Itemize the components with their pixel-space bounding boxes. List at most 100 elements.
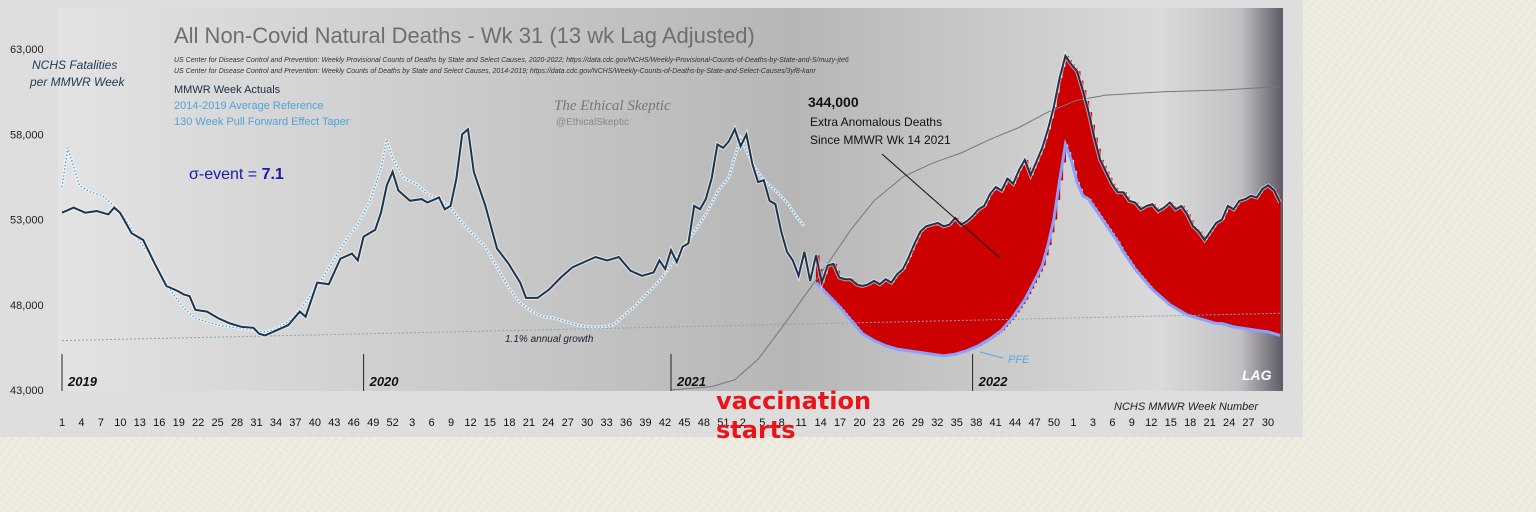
excess-fill-bar — [1126, 196, 1130, 257]
x-tick-label: 42 — [659, 417, 671, 429]
excess-fill-bar — [1190, 220, 1194, 316]
excess-fill-bar — [1178, 207, 1182, 310]
excess-fill-bar — [1181, 205, 1185, 312]
excess-fill-bar — [1195, 228, 1200, 318]
excess-fill-bar — [1259, 193, 1264, 331]
reference-line — [61, 135, 805, 333]
x-tick-label: 26 — [892, 417, 904, 429]
excess-fill-bar — [871, 282, 875, 339]
y-tick-label: 53,000 — [10, 215, 44, 227]
x-tick-label: 3 — [1090, 417, 1096, 429]
x-tick-label: 20 — [853, 417, 865, 429]
x-tick-label: 39 — [639, 417, 651, 429]
excess-fill-bar — [1071, 64, 1075, 160]
excess-fill-bar — [1166, 205, 1171, 303]
excess-fill-bar — [845, 279, 849, 314]
x-tick-label: 19 — [173, 417, 185, 429]
x-tick-label: 27 — [1242, 417, 1254, 429]
x-tick-label: 18 — [503, 417, 515, 429]
x-tick-label: 38 — [970, 417, 982, 429]
excess-fill-bar — [972, 216, 977, 349]
excess-fill-bar — [1143, 207, 1148, 280]
x-tick-label: 47 — [1028, 417, 1040, 429]
excess-fill-bar — [1016, 176, 1020, 313]
actuals-line — [61, 53, 1281, 337]
excess-fill-bar — [879, 284, 884, 344]
excess-fill-bar — [1030, 175, 1035, 289]
excess-fill-bar — [963, 222, 968, 352]
excess-fill-bar — [1077, 71, 1081, 182]
excess-fill-bar — [903, 269, 907, 350]
x-tick-label: 43 — [328, 417, 340, 429]
x-tick-label: 49 — [367, 417, 379, 429]
source-note-2: US Center for Disease Control and Preven… — [174, 68, 816, 75]
legend-item-reference: 2014-2019 Average Reference — [174, 100, 324, 112]
x-tick-label: 45 — [678, 417, 690, 429]
excess-fill-bar — [1100, 159, 1104, 217]
excess-fill-bar — [946, 225, 950, 356]
x-tick-label: 37 — [289, 417, 301, 429]
excess-fill-bar — [1082, 90, 1087, 196]
y-tick-label: 43,000 — [10, 385, 44, 397]
excess-fill-bar — [1027, 167, 1032, 295]
excess-fill-bar — [1053, 107, 1058, 220]
legend-item-actuals: MMWR Week Actuals — [174, 84, 281, 96]
excess-fill-bar — [865, 285, 869, 336]
legend-item-pfe: 130 Week Pull Forward Effect Taper — [174, 116, 350, 128]
x-tick-label: 11 — [795, 417, 806, 429]
excess-fill-bar — [952, 221, 956, 355]
excess-fill-bar — [937, 222, 942, 355]
x-tick-label: 34 — [270, 417, 282, 429]
excess-fill-bar — [1201, 235, 1206, 320]
x-tick-label: 24 — [1223, 417, 1235, 429]
x-tick-label: 25 — [211, 417, 223, 429]
excess-fill-bar — [1059, 78, 1064, 181]
excess-fill-bar — [1152, 204, 1156, 290]
excess-fill-bar — [1236, 205, 1240, 328]
excess-fill-bar — [969, 218, 974, 350]
excess-fill-bar — [1242, 199, 1246, 329]
excess-fill-bar — [1149, 205, 1153, 286]
x-tick-label: 50 — [1048, 417, 1060, 429]
excess-fill-bar — [874, 280, 878, 341]
excess-fill-bar — [1001, 190, 1006, 331]
excess-fill-bar — [1224, 212, 1229, 325]
x-tick-label: 9 — [448, 417, 454, 429]
excess-fill-bar — [966, 221, 971, 351]
excess-fill-bar — [1245, 199, 1249, 329]
x-tick-label: 31 — [250, 417, 262, 429]
excess-fill-bar — [998, 188, 1003, 333]
excess-fill-bar — [836, 270, 840, 304]
x-tick-label: 44 — [1009, 417, 1021, 429]
excess-fill-bar — [1065, 55, 1069, 145]
excess-fill-bar — [1007, 178, 1011, 324]
y-axis-label-line-1: NCHS Fatalities — [32, 58, 117, 72]
excess-fill-bar — [1256, 197, 1261, 331]
excess-fill-bar — [847, 279, 852, 317]
x-tick-label: 28 — [231, 417, 243, 429]
excess-fill-bar — [940, 224, 945, 356]
excess-fill-bar — [868, 284, 872, 338]
excess-fill-bar — [1253, 196, 1258, 330]
x-tick-label: 17 — [834, 417, 846, 429]
excess-fill-bar — [1187, 214, 1191, 315]
pfe-line — [814, 138, 1281, 358]
x-tick-label: 15 — [484, 417, 496, 429]
watermark-handle: @EthicalSkeptic — [556, 117, 629, 128]
y-tick-label: 58,000 — [10, 129, 44, 141]
x-tick-label: 22 — [192, 417, 204, 429]
excess-fill-bar — [1079, 80, 1084, 189]
excess-fill-bar — [842, 278, 846, 310]
excess-fill-bar — [1013, 183, 1017, 317]
excess-fill-bar — [914, 243, 919, 352]
excess-fill-bar — [961, 224, 965, 353]
x-tick-label: 51 — [717, 417, 729, 429]
x-tick-label: 6 — [1109, 417, 1115, 429]
x-tick-label: 12 — [464, 417, 476, 429]
excess-fill-bar — [1169, 202, 1174, 305]
x-tick-label: 30 — [1262, 417, 1274, 429]
excess-fill-bar — [932, 224, 936, 355]
excess-fill-bar — [1129, 200, 1133, 261]
sigma-value: 7.1 — [262, 166, 284, 183]
excess-fill-bar — [1239, 200, 1243, 328]
